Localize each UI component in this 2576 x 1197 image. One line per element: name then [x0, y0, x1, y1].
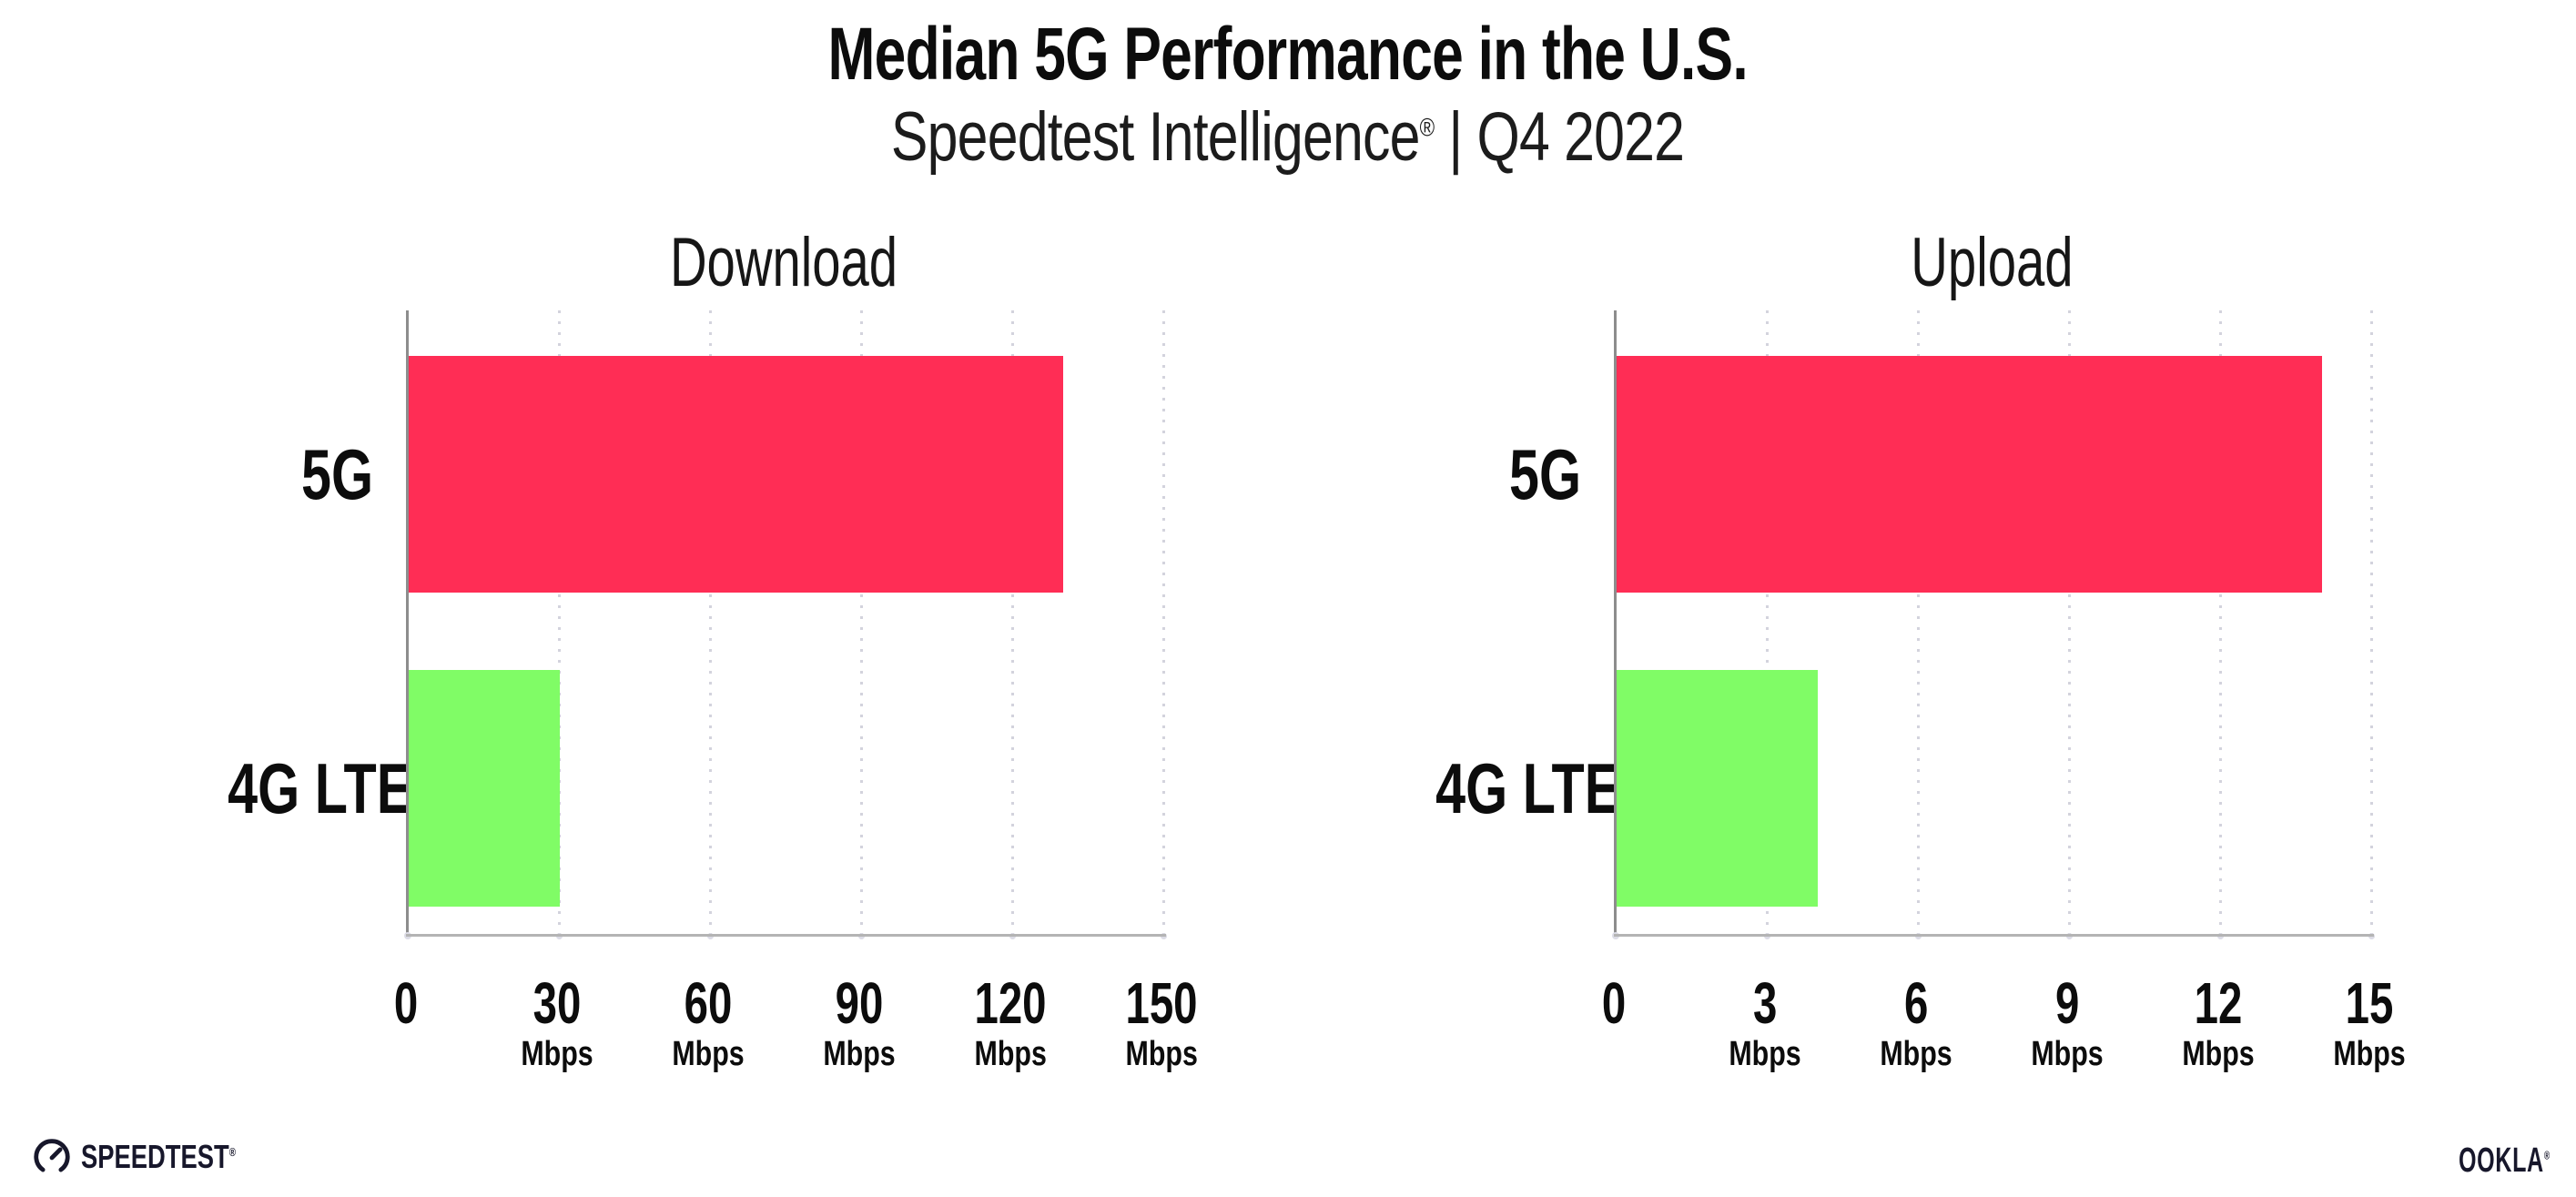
- x-tick-150: 150 Mbps: [1113, 949, 1211, 1075]
- upload-category-labels: 5G 4G LTE: [1377, 310, 1620, 934]
- x-tick-unit: Mbps: [512, 1033, 602, 1075]
- x-tick-value: 6: [1871, 973, 1961, 1033]
- row-label-4g-lte: 4G LTE: [1377, 750, 1620, 827]
- upload-chart: Upload 5G 4G LTE 0 3 Mbps 6 Mbps 9 Mbps 12 Mbps 15…: [1377, 224, 2406, 1125]
- x-tick-value-text: 60: [684, 970, 733, 1036]
- x-tick-value: 12: [2173, 973, 2263, 1033]
- x-tick-unit: Mbps: [962, 1033, 1060, 1075]
- x-tick-value-text: 12: [2194, 970, 2243, 1036]
- upload-x-axis: 0 3 Mbps 6 Mbps 9 Mbps 12 Mbps 15 Mbps: [1602, 949, 2406, 1122]
- x-tick-unit: Mbps: [2022, 1033, 2112, 1075]
- row-label-text: 5G: [1508, 434, 1581, 514]
- subtitle-quarter: | Q4 2022: [1434, 98, 1686, 176]
- x-tick-value-text: 15: [2345, 970, 2394, 1036]
- download-chart: Download 5G 4G LTE 0 30 Mbps 60 Mbps 90 Mbps 120…: [169, 224, 1198, 1125]
- row-label-5g: 5G: [1377, 436, 1581, 512]
- x-tick-value: 120: [962, 973, 1060, 1033]
- speedtest-logo: SPEEDTEST®: [31, 1136, 285, 1178]
- x-tick-unit: Mbps: [814, 1033, 904, 1075]
- x-tick-value: 0: [390, 973, 422, 1033]
- x-tick-value-text: 0: [393, 970, 419, 1036]
- speedtest-wordmark-text: SPEEDTEST: [81, 1138, 229, 1175]
- x-tick-value: 150: [1113, 973, 1211, 1033]
- row-label-4g-lte: 4G LTE: [169, 750, 412, 827]
- speedtest-gauge-icon: [34, 1139, 70, 1172]
- ookla-wordmark-text: OOKLA: [2459, 1141, 2545, 1180]
- x-tick-value-text: 9: [2054, 970, 2080, 1036]
- x-tick-60: 60 Mbps: [663, 949, 753, 1075]
- x-tick-0: 0: [1597, 949, 1630, 1033]
- upload-plot-area: [1612, 310, 2375, 939]
- x-tick-value-text: 3: [1752, 970, 1778, 1036]
- upload-chart-title-text: Upload: [1910, 224, 2074, 301]
- speedtest-registered-mark: ®: [228, 1145, 236, 1159]
- subtitle-brand: Speedtest Intelligence: [891, 98, 1421, 176]
- row-label-text: 5G: [300, 434, 373, 514]
- x-tick-value: 60: [663, 973, 753, 1033]
- ookla-logo: OOKLA®: [2411, 1141, 2551, 1181]
- x-tick-9: 9 Mbps: [2022, 949, 2112, 1075]
- x-tick-value-text: 120: [974, 970, 1047, 1036]
- x-tick-value-text: 0: [1601, 970, 1627, 1036]
- x-tick-unit-text: Mbps: [974, 1035, 1047, 1073]
- x-tick-unit: Mbps: [1113, 1033, 1211, 1075]
- x-tick-value: 3: [1719, 973, 1810, 1033]
- speedtest-wordmark: SPEEDTEST®: [81, 1138, 285, 1176]
- download-chart-title: Download: [406, 224, 1161, 302]
- row-label-5g: 5G: [169, 436, 373, 512]
- x-tick-unit: Mbps: [2324, 1033, 2414, 1075]
- x-tick-12: 12 Mbps: [2173, 949, 2263, 1075]
- x-tick-unit-text: Mbps: [1125, 1035, 1198, 1073]
- x-tick-15: 15 Mbps: [2324, 949, 2414, 1075]
- download-category-labels: 5G 4G LTE: [169, 310, 412, 934]
- bar-4g-lte: [409, 670, 560, 907]
- x-tick-6: 6 Mbps: [1871, 949, 1961, 1075]
- x-tick-value: 15: [2324, 973, 2414, 1033]
- row-label-text: 4G LTE: [1435, 748, 1621, 828]
- page-subtitle: Speedtest Intelligence® | Q4 2022: [0, 98, 2576, 177]
- x-tick-unit: Mbps: [1871, 1033, 1961, 1075]
- x-tick-unit-text: Mbps: [2333, 1035, 2406, 1073]
- x-tick-unit-text: Mbps: [672, 1035, 745, 1073]
- x-tick-3: 3 Mbps: [1719, 949, 1810, 1075]
- row-label-text: 4G LTE: [228, 748, 413, 828]
- x-tick-unit-text: Mbps: [1880, 1035, 1952, 1073]
- x-tick-value: 30: [512, 973, 602, 1033]
- x-tick-30: 30 Mbps: [512, 949, 602, 1075]
- download-x-axis: 0 30 Mbps 60 Mbps 90 Mbps 120 Mbps 150 Mbps: [394, 949, 1198, 1122]
- x-tick-unit-text: Mbps: [521, 1035, 593, 1073]
- bar-4g-lte: [1617, 670, 1819, 907]
- x-tick-120: 120 Mbps: [962, 949, 1060, 1075]
- x-tick-unit-text: Mbps: [2182, 1035, 2255, 1073]
- x-tick-unit: Mbps: [663, 1033, 753, 1075]
- x-tick-90: 90 Mbps: [814, 949, 904, 1075]
- download-plot-area: [404, 310, 1167, 939]
- x-tick-0: 0: [390, 949, 422, 1033]
- page-title: Median 5G Performance in the U.S.: [0, 13, 2576, 96]
- download-chart-title-text: Download: [669, 224, 898, 301]
- x-tick-value: 9: [2022, 973, 2112, 1033]
- x-tick-unit-text: Mbps: [2031, 1035, 2104, 1073]
- ookla-registered-mark: ®: [2544, 1148, 2551, 1162]
- page-title-text: Median 5G Performance in the U.S.: [827, 13, 1749, 96]
- footer: SPEEDTEST® OOKLA®: [0, 1127, 2576, 1192]
- x-tick-unit: Mbps: [1719, 1033, 1810, 1075]
- registered-mark: ®: [1420, 113, 1435, 142]
- gridline-150-mbps: [1161, 310, 1167, 939]
- bar-5g: [409, 356, 1064, 593]
- x-tick-unit-text: Mbps: [823, 1035, 896, 1073]
- upload-chart-title: Upload: [1614, 224, 2369, 302]
- x-tick-value-text: 90: [835, 970, 884, 1036]
- x-tick-value-text: 30: [532, 970, 582, 1036]
- chart-header: Median 5G Performance in the U.S. Speedt…: [0, 0, 2576, 177]
- x-tick-value-text: 6: [1903, 970, 1929, 1036]
- x-tick-value: 90: [814, 973, 904, 1033]
- x-tick-value: 0: [1597, 973, 1630, 1033]
- bar-5g: [1617, 356, 2322, 593]
- x-tick-unit-text: Mbps: [1729, 1035, 1801, 1073]
- x-tick-value-text: 150: [1125, 970, 1198, 1036]
- x-tick-unit: Mbps: [2173, 1033, 2263, 1075]
- gridline-15-mbps: [2368, 310, 2375, 939]
